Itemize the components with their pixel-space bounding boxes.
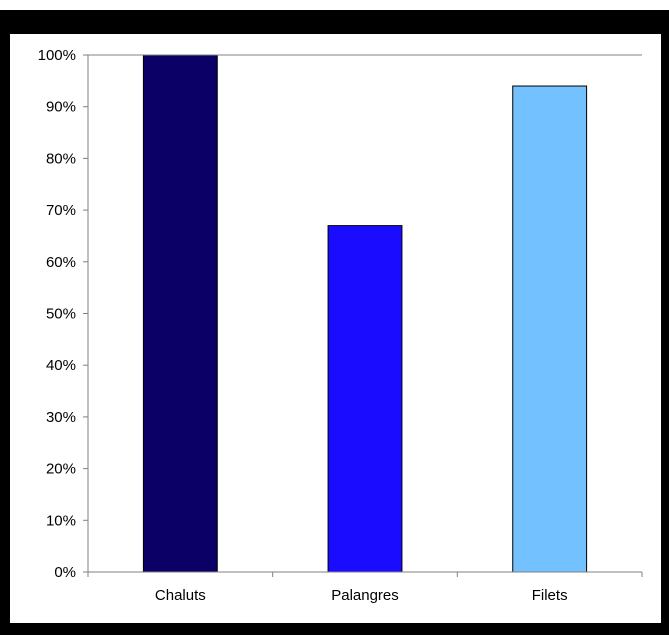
chart-plot-area: 0% 10% 20% 30% 40% 50% 60% 70% 80% 90% 100% Chaluts…: [10, 34, 661, 623]
y-tick-label: 0%: [54, 564, 76, 581]
y-tick-label: 100%: [38, 47, 76, 64]
x-tick-label-palangres: Palangres: [331, 587, 399, 604]
y-tick-label: 60%: [46, 254, 76, 271]
x-tick-label-filets: Filets: [532, 587, 568, 604]
y-tick-label: 10%: [46, 512, 76, 529]
y-tick-label: 90%: [46, 99, 76, 116]
y-tick-label: 70%: [46, 202, 76, 219]
bar-chart: 0% 10% 20% 30% 40% 50% 60% 70% 80% 90% 100% Chaluts…: [38, 47, 643, 604]
y-tick-label: 20%: [46, 461, 76, 478]
y-tick-label: 50%: [46, 306, 76, 323]
chart-frame: 0% 10% 20% 30% 40% 50% 60% 70% 80% 90% 100% Chaluts…: [0, 10, 669, 635]
bar-chaluts: [142, 54, 218, 573]
bar-filets: [512, 85, 588, 573]
y-tick-label: 30%: [46, 409, 76, 426]
x-tick-label-chaluts: Chaluts: [155, 587, 206, 604]
y-tick-label: 40%: [46, 357, 76, 374]
y-tick-label: 80%: [46, 150, 76, 167]
bar-palangres: [327, 225, 403, 573]
